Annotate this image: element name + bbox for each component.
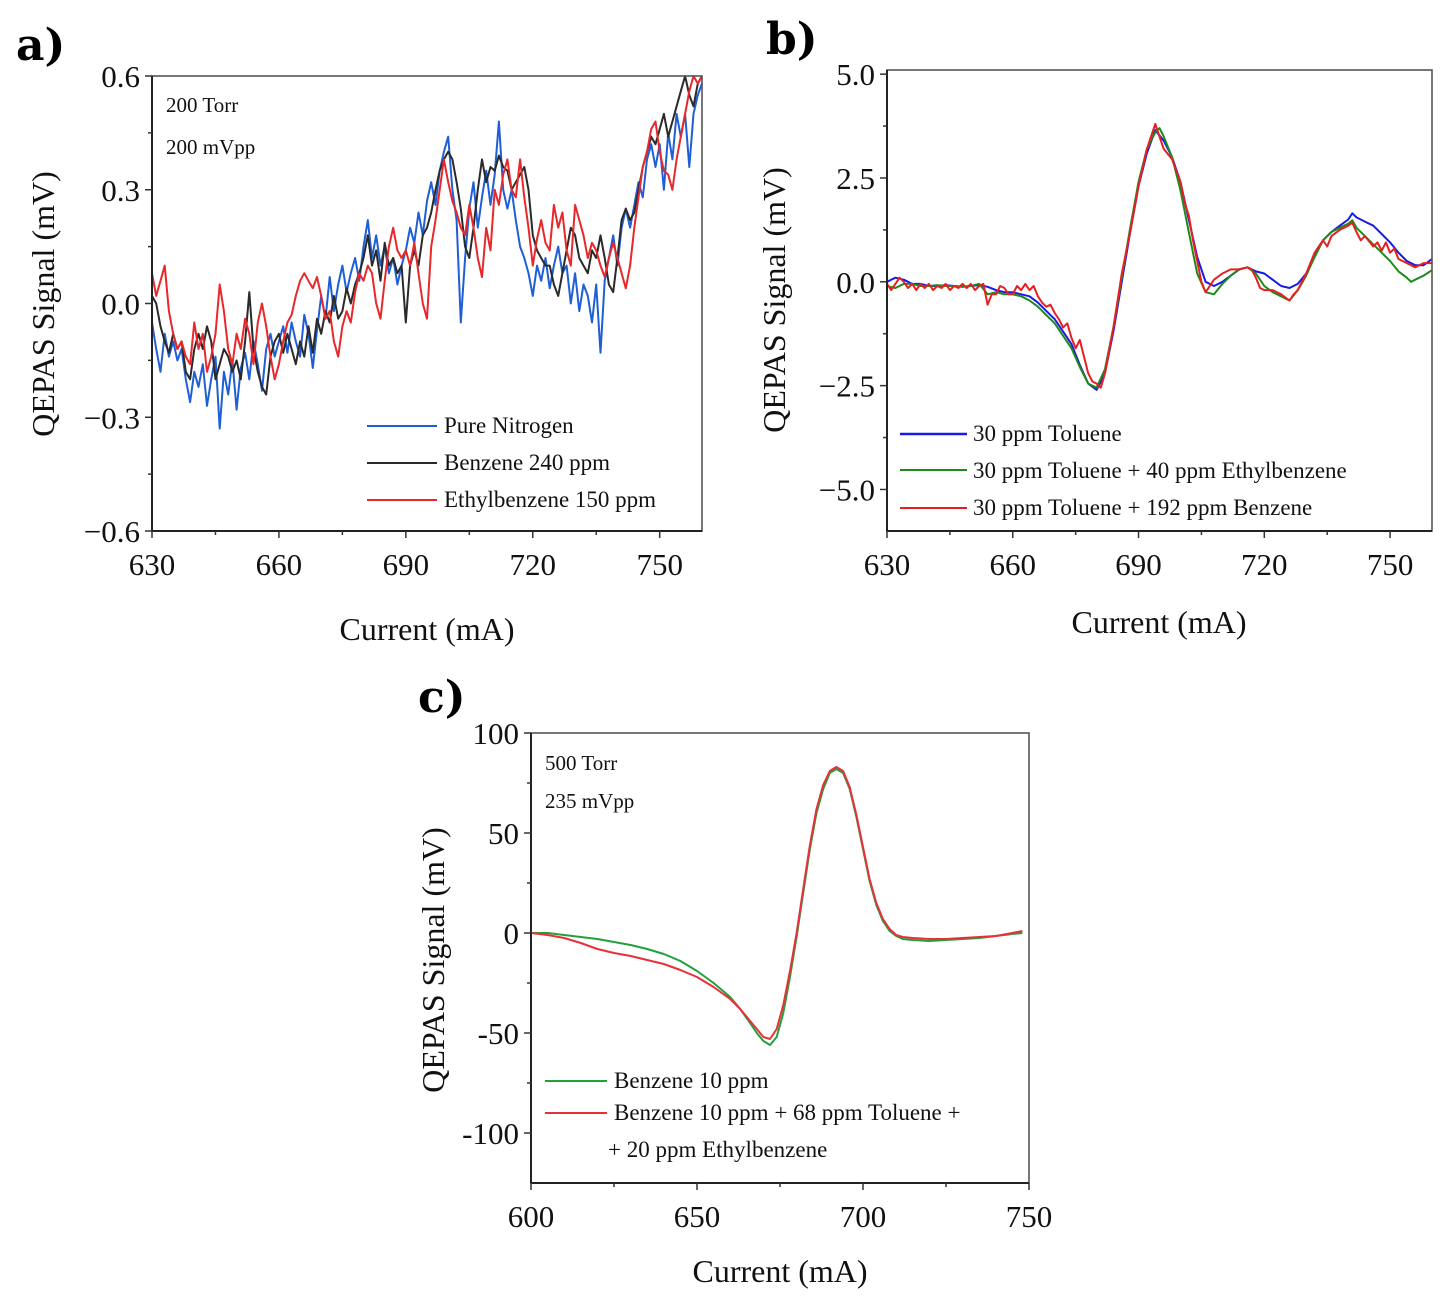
x-tick-label-a-1: 660 bbox=[256, 547, 303, 582]
legend-a: Pure Nitrogen Benzene 240 ppm Ethylbenze… bbox=[367, 413, 656, 512]
x-axis-title-c: Current (mA) bbox=[692, 1253, 867, 1289]
series-layer-b bbox=[886, 123, 1433, 391]
x-tick-label-b-1: 660 bbox=[990, 547, 1037, 582]
x-tick-label-a-4: 750 bbox=[636, 547, 683, 582]
y-tick-label-c-1: -50 bbox=[478, 1016, 519, 1051]
y-tick-label-c-0: -100 bbox=[462, 1116, 519, 1151]
legend-label-c-0: Benzene 10 ppm bbox=[614, 1068, 769, 1093]
panel-b: b) 630 660 690 720 750 −5.0 −2.5 0.0 2.5 5.0 30 p… bbox=[756, 14, 1433, 640]
series-layer-c bbox=[530, 766, 1023, 1046]
x-tick-label-c-0: 600 bbox=[508, 1199, 555, 1234]
y-axis-title-c: QEPAS Signal (mV) bbox=[415, 827, 451, 1093]
series-line-b-0 bbox=[886, 129, 1433, 391]
legend-label-a-1: Benzene 240 ppm bbox=[444, 450, 610, 475]
y-tick-label-a-2: 0.0 bbox=[101, 287, 140, 322]
ticks-b: 630 660 690 720 750 −5.0 −2.5 0.0 2.5 5.0 bbox=[819, 57, 1414, 582]
series-layer-a bbox=[151, 75, 703, 430]
x-tick-label-c-3: 750 bbox=[1006, 1199, 1053, 1234]
y-tick-label-b-4: 5.0 bbox=[836, 57, 875, 92]
annotation-pressure-a: 200 Torr bbox=[166, 93, 238, 117]
x-tick-label-b-3: 720 bbox=[1241, 547, 1288, 582]
y-tick-label-a-4: 0.6 bbox=[101, 59, 140, 94]
x-tick-label-b-4: 750 bbox=[1367, 547, 1414, 582]
y-axis-title-b: QEPAS Signal (mV) bbox=[756, 167, 792, 433]
series-line-c-1 bbox=[530, 766, 1023, 1040]
legend-label-c-1-continued: + 20 ppm Ethylbenzene bbox=[608, 1137, 827, 1162]
legend-c: Benzene 10 ppm Benzene 10 ppm + 68 ppm T… bbox=[545, 1068, 960, 1162]
legend-label-b-2: 30 ppm Toluene + 192 ppm Benzene bbox=[973, 495, 1312, 520]
y-tick-label-b-2: 0.0 bbox=[836, 265, 875, 300]
panel-c: c) 600 650 700 750 -100 -50 0 50 100 500 Torr 23… bbox=[415, 672, 1052, 1289]
ticks-c: 600 650 700 750 -100 -50 0 50 100 bbox=[462, 716, 1052, 1234]
y-tick-label-a-0: −0.6 bbox=[84, 514, 140, 549]
x-tick-label-a-0: 630 bbox=[129, 547, 176, 582]
series-line-a-2 bbox=[151, 75, 703, 381]
x-tick-label-a-3: 720 bbox=[510, 547, 557, 582]
legend-label-c-1: Benzene 10 ppm + 68 ppm Toluene + bbox=[614, 1100, 960, 1125]
annotation-modulation-c: 235 mVpp bbox=[545, 789, 634, 813]
panel-a: a) 630 660 690 720 750 −0.6 −0.3 0.0 0.3 0.6 200 … bbox=[16, 20, 703, 647]
series-line-b-1 bbox=[886, 127, 1433, 389]
panel-label-b: b) bbox=[766, 14, 818, 65]
ticks-a: 630 660 690 720 750 −0.6 −0.3 0.0 0.3 0.6 bbox=[84, 59, 683, 582]
y-tick-label-a-3: 0.3 bbox=[101, 173, 140, 208]
panel-label-c: c) bbox=[418, 672, 466, 723]
y-tick-label-b-3: 2.5 bbox=[836, 161, 875, 196]
legend-label-b-0: 30 ppm Toluene bbox=[973, 421, 1122, 446]
legend-label-a-0: Pure Nitrogen bbox=[444, 413, 574, 438]
series-line-a-1 bbox=[151, 75, 703, 396]
y-tick-label-c-4: 100 bbox=[473, 716, 520, 751]
y-axis-title-a: QEPAS Signal (mV) bbox=[25, 171, 61, 437]
annotation-modulation-a: 200 mVpp bbox=[166, 135, 255, 159]
legend-label-a-2: Ethylbenzene 150 ppm bbox=[444, 487, 656, 512]
x-tick-label-c-2: 700 bbox=[840, 1199, 887, 1234]
x-tick-label-c-1: 650 bbox=[674, 1199, 721, 1234]
annotation-pressure-c: 500 Torr bbox=[545, 751, 617, 775]
series-line-b-2 bbox=[886, 123, 1432, 389]
x-tick-label-b-0: 630 bbox=[864, 547, 911, 582]
x-tick-label-a-2: 690 bbox=[383, 547, 430, 582]
y-tick-label-a-1: −0.3 bbox=[84, 400, 140, 435]
x-tick-label-b-2: 690 bbox=[1115, 547, 1162, 582]
legend-b: 30 ppm Toluene 30 ppm Toluene + 40 ppm E… bbox=[900, 421, 1347, 520]
x-axis-title-a: Current (mA) bbox=[339, 611, 514, 647]
y-tick-label-b-1: −2.5 bbox=[819, 369, 875, 404]
legend-label-b-1: 30 ppm Toluene + 40 ppm Ethylbenzene bbox=[973, 458, 1347, 483]
x-axis-title-b: Current (mA) bbox=[1071, 604, 1246, 640]
panel-label-a: a) bbox=[16, 20, 65, 71]
y-tick-label-b-0: −5.0 bbox=[819, 472, 875, 507]
y-tick-label-c-3: 50 bbox=[488, 816, 519, 851]
y-tick-label-c-2: 0 bbox=[504, 916, 520, 951]
